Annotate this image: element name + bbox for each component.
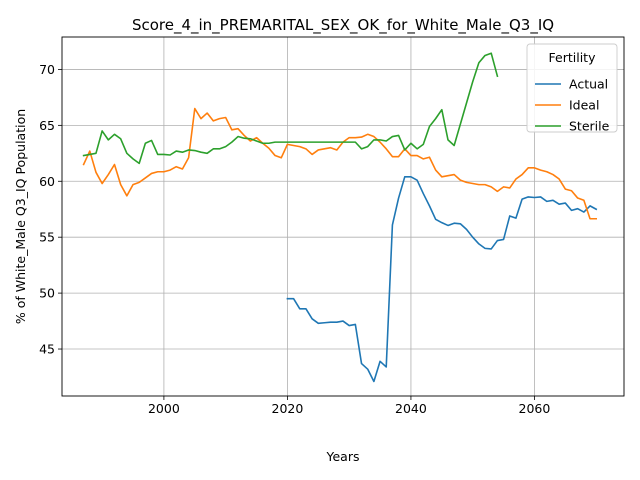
legend-label-sterile: Sterile <box>569 119 610 134</box>
legend: Fertility Actual Ideal Sterile <box>526 43 618 134</box>
series-lines <box>82 52 598 383</box>
legend-box <box>526 43 618 133</box>
x-tick-label: 2000 <box>148 401 180 416</box>
y-tick-label: 70 <box>39 62 55 77</box>
y-tick-label: 65 <box>39 118 55 133</box>
y-tick-label: 60 <box>39 174 55 189</box>
chart-title: Score_4_in_PREMARITAL_SEX_OK_for_White_M… <box>132 16 554 35</box>
y-axis-title: % of White_Male Q3_IQ Population <box>13 109 28 324</box>
legend-label-actual: Actual <box>569 77 608 92</box>
y-tick-label: 50 <box>39 286 55 301</box>
x-tick-label: 2040 <box>395 401 427 416</box>
series-line-sterile <box>82 52 499 165</box>
x-tick-label: 2060 <box>519 401 551 416</box>
series-line-actual <box>286 176 598 383</box>
legend-label-ideal: Ideal <box>569 98 599 113</box>
y-tick-label: 45 <box>39 342 55 357</box>
axis-ticks: 2000 2020 2040 2060 45 50 55 60 65 70 <box>39 62 550 416</box>
plot-frame <box>61 36 625 397</box>
x-tick-label: 2020 <box>272 401 304 416</box>
series-line-ideal <box>82 107 598 220</box>
x-axis-title: Years <box>326 449 360 464</box>
y-tick-label: 55 <box>39 230 55 245</box>
legend-title: Fertility <box>549 50 597 65</box>
